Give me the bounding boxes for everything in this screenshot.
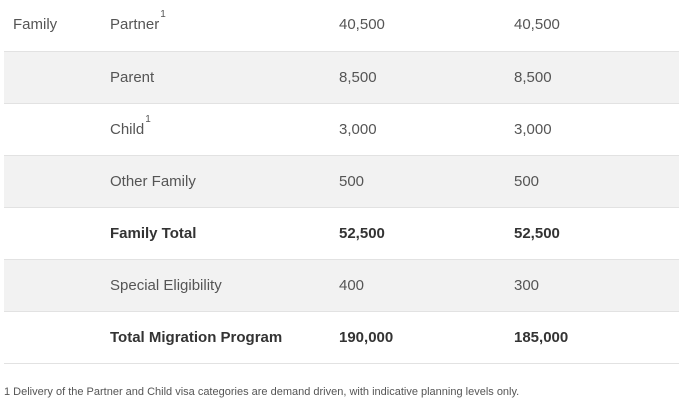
category-label: Partner xyxy=(110,16,160,33)
table-row: Parent 8,500 8,500 xyxy=(4,52,679,104)
category-cell: Family Total xyxy=(110,208,196,259)
migration-program-table: Family Partner1 40,500 40,500 Parent 8,5… xyxy=(4,0,679,364)
value-cell-2: 185,000 xyxy=(514,329,569,346)
footnote-text: 1 Delivery of the Partner and Child visa… xyxy=(4,386,520,398)
category-cell: Special Eligibility xyxy=(110,260,222,311)
category-cell: Parent xyxy=(110,52,154,103)
group-cell: Family xyxy=(13,16,58,33)
footnote-marker: 1 xyxy=(160,9,166,20)
table-row-total: Total Migration Program 190,000 185,000 xyxy=(4,312,679,364)
table-row: Family Partner1 40,500 40,500 xyxy=(4,0,679,52)
value-cell-2: 52,500 xyxy=(514,225,560,242)
value-cell-2: 3,000 xyxy=(514,121,552,138)
value-cell-2: 40,500 xyxy=(514,16,560,33)
table-row: Other Family 500 500 xyxy=(4,156,679,208)
category-cell: Total Migration Program xyxy=(110,312,282,363)
category-label: Other Family xyxy=(110,173,196,190)
value-cell-1: 8,500 xyxy=(339,69,377,86)
footnote-marker: 1 xyxy=(145,114,151,125)
value-cell-1: 500 xyxy=(339,173,365,190)
table-row: Special Eligibility 400 300 xyxy=(4,260,679,312)
category-label: Family Total xyxy=(110,225,197,242)
value-cell-2: 300 xyxy=(514,277,540,294)
category-label: Total Migration Program xyxy=(110,329,283,346)
value-cell-2: 8,500 xyxy=(514,69,552,86)
category-label: Special Eligibility xyxy=(110,277,222,294)
category-cell: Other Family xyxy=(110,156,196,207)
table-row-total: Family Total 52,500 52,500 xyxy=(4,208,679,260)
category-cell: Partner1 xyxy=(110,0,166,49)
value-cell-1: 40,500 xyxy=(339,16,385,33)
category-label: Child xyxy=(110,121,145,138)
value-cell-1: 190,000 xyxy=(339,329,394,346)
value-cell-1: 400 xyxy=(339,277,365,294)
table-row: Child1 3,000 3,000 xyxy=(4,104,679,156)
category-label: Parent xyxy=(110,69,155,86)
value-cell-1: 52,500 xyxy=(339,225,385,242)
value-cell-1: 3,000 xyxy=(339,121,377,138)
value-cell-2: 500 xyxy=(514,173,540,190)
category-cell: Child1 xyxy=(110,104,151,155)
